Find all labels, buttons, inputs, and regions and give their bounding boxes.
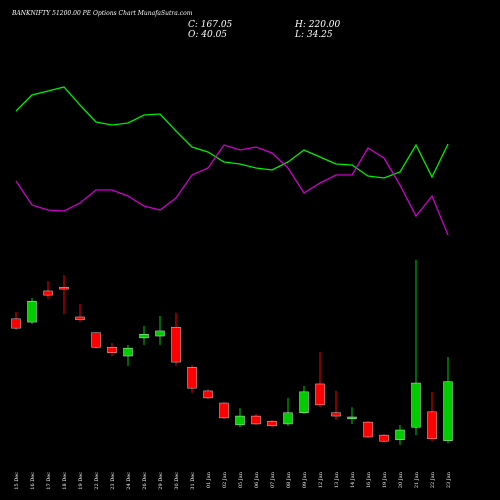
x-tick-label: 23 Jan xyxy=(446,471,452,488)
x-tick-label: 18 Dec xyxy=(62,472,68,490)
candle-body xyxy=(283,412,293,425)
candle-body xyxy=(139,333,149,339)
x-tick-label: 21 Jan xyxy=(414,471,420,488)
x-tick-label: 22 Dec xyxy=(94,472,100,490)
candle-body xyxy=(171,327,181,363)
x-tick-label: 24 Dec xyxy=(126,472,132,490)
candle-body xyxy=(107,347,117,353)
x-tick-label: 08 Jan xyxy=(286,471,292,488)
candle-body xyxy=(251,415,261,425)
candle-body xyxy=(395,429,405,440)
stat-high: H: 220.00 xyxy=(294,20,341,30)
candle-body xyxy=(27,300,37,323)
candle-body xyxy=(11,318,21,329)
x-tick-label: 07 Jan xyxy=(270,471,276,488)
x-tick-label: 26 Dec xyxy=(142,472,148,490)
x-tick-label: 31 Dec xyxy=(190,472,196,490)
chart-title: BANKNIFTY 51200.00 PE Options Chart Muna… xyxy=(11,10,193,17)
candle-body xyxy=(75,316,85,320)
candle-body xyxy=(155,330,165,337)
candle-body xyxy=(91,332,101,348)
candle-body xyxy=(315,383,325,406)
candle-body xyxy=(347,416,357,420)
candle-body xyxy=(43,290,53,296)
candle-body xyxy=(59,287,69,290)
candle-body xyxy=(219,402,229,419)
candle-body xyxy=(203,390,213,399)
candle-body xyxy=(267,420,277,427)
stat-close: C: 167.05 xyxy=(188,20,233,30)
candle-body xyxy=(379,434,389,442)
x-tick-label: 20 Jan xyxy=(398,471,404,488)
x-tick-label: 01 Jan xyxy=(206,471,212,488)
stat-low: L: 34.25 xyxy=(294,30,333,40)
x-tick-label: 15 Dec xyxy=(14,472,20,490)
x-tick-label: 06 Jan xyxy=(254,471,260,488)
indicator-line xyxy=(15,86,449,179)
x-tick-label: 30 Dec xyxy=(174,472,180,490)
candle-body xyxy=(443,381,453,441)
indicator-line xyxy=(15,144,449,236)
stat-open: O: 40.05 xyxy=(188,30,227,40)
x-tick-label: 22 Jan xyxy=(430,471,436,488)
x-tick-label: 09 Jan xyxy=(302,471,308,488)
x-tick-label: 17 Dec xyxy=(46,472,52,490)
candle-body xyxy=(427,411,437,440)
candle-body xyxy=(235,415,245,426)
x-tick-label: 19 Dec xyxy=(78,472,84,490)
x-tick-label: 16 Jan xyxy=(366,471,372,488)
x-tick-label: 12 Jan xyxy=(318,471,324,488)
x-tick-label: 29 Dec xyxy=(158,472,164,490)
candle-body xyxy=(299,391,309,413)
x-tick-label: 19 Jan xyxy=(382,471,388,488)
candle-body xyxy=(123,347,133,357)
x-tick-label: 23 Dec xyxy=(110,472,116,490)
candle-body xyxy=(187,367,197,389)
x-tick-label: 05 Jan xyxy=(238,471,244,488)
candle-body xyxy=(331,412,341,417)
x-tick-label: 13 Jan xyxy=(334,471,340,488)
x-tick-label: 14 Jan xyxy=(350,471,356,488)
x-tick-label: 02 Jan xyxy=(222,471,228,488)
x-tick-label: 16 Dec xyxy=(30,472,36,490)
candle-body xyxy=(363,421,373,438)
candle-body xyxy=(411,382,421,428)
